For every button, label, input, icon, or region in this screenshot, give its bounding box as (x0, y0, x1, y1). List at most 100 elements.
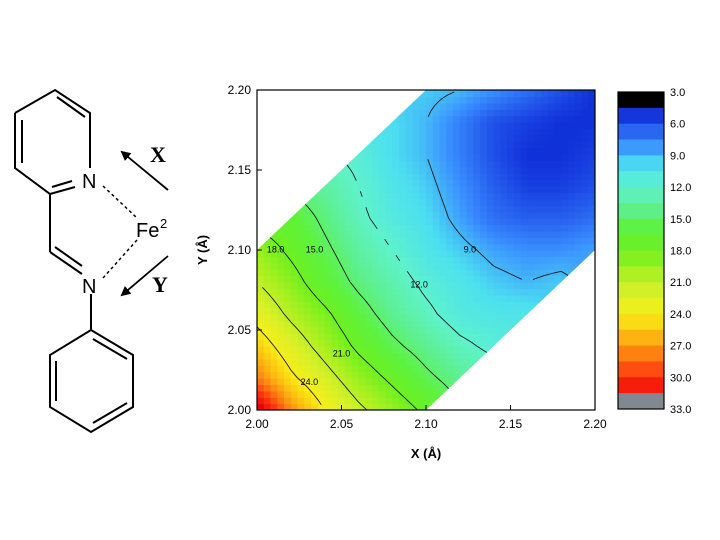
heatmap-cell (520, 154, 528, 161)
heatmap-cell (378, 262, 387, 270)
heatmap-cell (507, 301, 515, 309)
heatmap-cell (432, 122, 441, 129)
heatmap-cell (459, 96, 468, 104)
heatmap-cell (338, 256, 346, 264)
heatmap-cell (358, 262, 366, 270)
heatmap-cell (459, 352, 468, 360)
heatmap-cell (540, 141, 549, 149)
heatmap-cell (540, 128, 549, 136)
heatmap-cell (405, 122, 414, 129)
heatmap-cell (378, 275, 387, 283)
heatmap-cell (527, 179, 535, 187)
heatmap-cell (385, 365, 393, 373)
heatmap-cell (277, 262, 285, 270)
heatmap-cell (338, 269, 346, 277)
heatmap-cell (297, 390, 305, 398)
heatmap-cell (331, 243, 339, 251)
heatmap-cell (284, 333, 292, 341)
heatmap-cell (378, 397, 387, 405)
heatmap-cell (466, 141, 474, 149)
heatmap-cell (351, 154, 359, 161)
colorbar-step (618, 282, 664, 299)
heatmap-cell (385, 403, 393, 410)
heatmap-cell (459, 160, 468, 168)
heatmap-cell (324, 397, 332, 405)
heatmap-cell (311, 390, 319, 398)
heatmap-cell (385, 205, 393, 213)
heatmap-cell (507, 128, 515, 136)
heatmap-cell (446, 243, 454, 251)
heatmap-cell (405, 102, 414, 110)
heatmap-cell (574, 115, 583, 123)
heatmap-cell (426, 205, 434, 213)
heatmap-cell (392, 147, 400, 155)
heatmap-cell (351, 320, 359, 328)
heatmap-cell (426, 102, 434, 110)
heatmap-cell (500, 211, 508, 219)
heatmap-cell (317, 301, 326, 309)
heatmap-cell (412, 339, 420, 347)
heatmap-cell (419, 371, 427, 379)
heatmap-cell (439, 186, 447, 193)
heatmap-cell (432, 346, 441, 353)
heatmap-cell (344, 371, 353, 379)
heatmap-cell (385, 147, 393, 155)
heatmap-cell (554, 205, 562, 213)
heatmap-cell (270, 256, 278, 264)
heatmap-cell (493, 256, 501, 264)
heatmap-cell (567, 122, 576, 129)
phenyl-double-bond-2 (92, 338, 128, 360)
y-tick-label: 2.10 (228, 243, 252, 257)
heatmap-cell (432, 339, 441, 347)
heatmap-cell (385, 154, 393, 161)
heatmap-cell (473, 102, 481, 110)
heatmap-cell (351, 205, 359, 213)
heatmap-cell (439, 224, 447, 232)
heatmap-cell (405, 384, 414, 392)
heatmap-cell (263, 397, 272, 405)
heatmap-cell (480, 339, 488, 347)
heatmap-cell (473, 294, 481, 302)
heatmap-cell (311, 230, 319, 238)
heatmap-cell (473, 320, 481, 328)
heatmap-cell (554, 243, 562, 251)
heatmap-cell (426, 192, 434, 200)
heatmap-cell (446, 115, 454, 123)
heatmap-cell (419, 192, 427, 200)
heatmap-cell (439, 192, 447, 200)
heatmap-cell (493, 102, 501, 110)
heatmap-cell (473, 186, 481, 193)
heatmap-cell (344, 294, 353, 302)
heatmap-cell (344, 307, 353, 315)
heatmap-cell (459, 173, 468, 181)
heatmap-cell (365, 269, 373, 277)
heatmap-cell (338, 384, 346, 392)
heatmap-cell (567, 102, 576, 110)
heatmap-cell (453, 198, 461, 206)
heatmap-cell (331, 365, 339, 373)
heatmap-cell (405, 237, 414, 245)
heatmap-cell (398, 166, 407, 174)
heatmap-cell (324, 211, 332, 219)
heatmap-cell (480, 320, 488, 328)
heatmap-cell (480, 262, 488, 270)
heatmap-cell (486, 122, 495, 129)
heatmap-cell (446, 237, 454, 245)
heatmap-cell (304, 301, 312, 309)
heatmap-cell (432, 371, 441, 379)
heatmap-cell (378, 154, 387, 161)
heatmap-cell (358, 288, 366, 296)
heatmap-cell (257, 243, 265, 251)
atom-n-imine: N (82, 276, 96, 298)
heatmap-cell (486, 205, 495, 213)
heatmap-cell (561, 179, 569, 187)
heatmap-cell (527, 205, 535, 213)
heatmap-cell (439, 128, 447, 136)
heatmap-cell (311, 294, 319, 302)
heatmap-cell (378, 141, 387, 149)
heatmap-cell (520, 109, 528, 117)
heatmap-cell (277, 237, 285, 245)
heatmap-cell (378, 301, 387, 309)
colorbar-step (618, 202, 664, 220)
heatmap-cell (365, 173, 373, 181)
